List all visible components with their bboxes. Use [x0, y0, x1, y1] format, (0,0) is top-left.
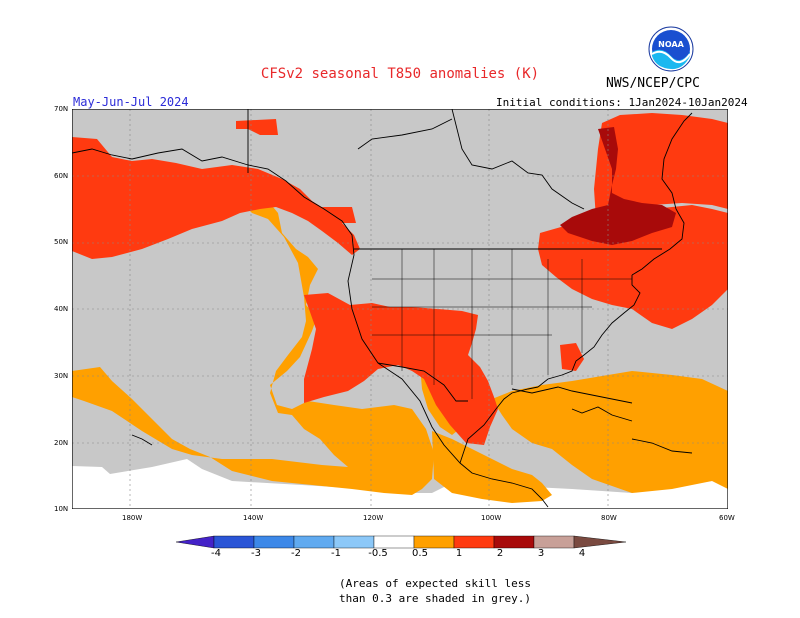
lat-label-70n: 70N [54, 105, 69, 113]
lon-label-120w: 120W [363, 514, 384, 522]
colorbar-label-1: 1 [455, 548, 463, 559]
skill-note-line1: (Areas of expected skill less [338, 577, 532, 590]
colorbar-label-minus05: -0.5 [368, 548, 388, 559]
colorbar-segment-3-4 [533, 535, 575, 549]
lat-label-60n: 60N [54, 172, 69, 180]
lon-label-100w: 100W [481, 514, 502, 522]
lat-label-10n: 10N [54, 505, 69, 513]
colorbar-segment-minus3-minus2 [253, 535, 295, 549]
coastlines [72, 109, 693, 508]
colorbar-segment-1-2 [453, 535, 495, 549]
agency-label: NWS/NCEP/CPC [606, 76, 700, 91]
colorbar-label-05: 0.5 [412, 548, 428, 559]
unshaded-ocean [72, 459, 728, 509]
colorbar-segment-minus4-minus3 [213, 535, 255, 549]
state-borders [372, 249, 632, 399]
logo-text: NOAA [658, 40, 684, 49]
lat-label-30n: 30N [54, 372, 69, 380]
colorbar-label-minus3: -3 [251, 548, 261, 559]
colorbar-segment-minus2-minus1 [293, 535, 335, 549]
skill-note-line2: than 0.3 are shaded in grey.) [338, 592, 532, 605]
lon-label-60w: 60W [719, 514, 735, 522]
colorbar [176, 535, 627, 549]
lat-label-20n: 20N [54, 439, 69, 447]
graticule [72, 109, 728, 509]
forecast-period: May-Jun-Jul 2024 [73, 95, 189, 109]
anomaly-map [72, 109, 728, 509]
lat-label-40n: 40N [54, 305, 69, 313]
colorbar-label-minus2: -2 [291, 548, 301, 559]
colorbar-label-2: 2 [496, 548, 504, 559]
colorbar-segment-minus1-minus05 [333, 535, 375, 549]
colorbar-label-3: 3 [537, 548, 545, 559]
colorbar-label-minus4: -4 [211, 548, 221, 559]
skill-note: (Areas of expected skill less than 0.3 a… [0, 576, 800, 606]
map-title: CFSv2 seasonal T850 anomalies (K) [260, 66, 540, 82]
colorbar-segment-below-minus4 [176, 535, 215, 549]
colorbar-label-4: 4 [578, 548, 586, 559]
anomaly-darkred-regions [560, 127, 676, 245]
colorbar-label-minus1: -1 [331, 548, 341, 559]
lat-label-50n: 50N [54, 238, 69, 246]
lon-label-140w: 140W [243, 514, 264, 522]
colorbar-segment-2-3 [493, 535, 535, 549]
lon-label-180w: 180W [122, 514, 143, 522]
colorbar-segment-05-1 [413, 535, 455, 549]
colorbar-segment-neutral [373, 535, 415, 549]
lon-label-80w: 80W [601, 514, 617, 522]
noaa-logo: NOAA [648, 26, 694, 72]
colorbar-segment-above-4 [573, 535, 627, 549]
initial-conditions: Initial conditions: 1Jan2024-10Jan2024 [496, 96, 748, 109]
